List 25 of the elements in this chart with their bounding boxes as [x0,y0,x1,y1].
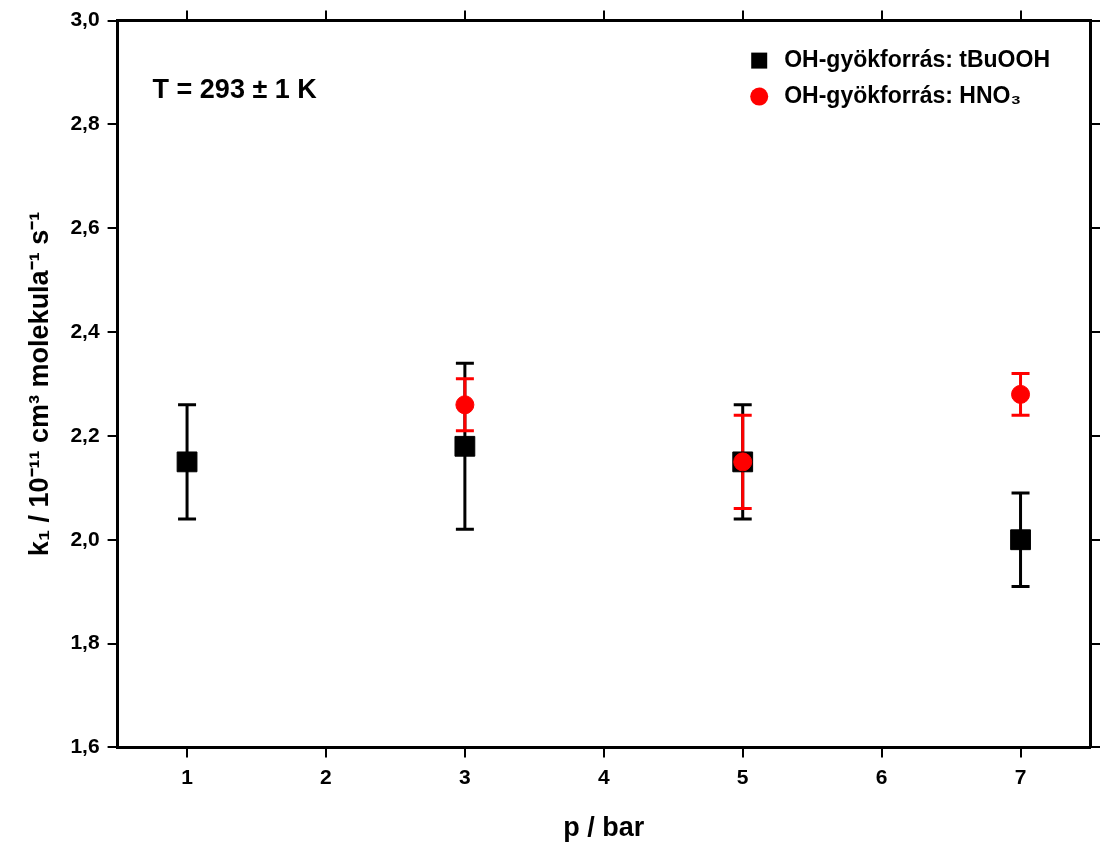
point [1011,384,1031,404]
legend-label: OH-gyökforrás: tBuOOH [784,45,1051,72]
y-tick-label: 2,4 [70,318,100,342]
x-tick-label: 5 [736,764,749,788]
point [454,435,476,457]
x-tick-label: 6 [875,764,888,788]
x-tick-label: 3 [459,764,471,788]
x-tick-label: 7 [1014,764,1027,788]
y-tick-label: 1,8 [70,630,100,654]
x-axis-title: p / bar [563,812,645,843]
y-tick-label: 2,8 [70,111,100,135]
y-tick-label: 2,0 [70,526,100,550]
y-tick-label: 2,6 [70,215,100,239]
legend-label: OH-gyökforrás: HNO₃ [784,81,1022,108]
x-tick-label: 2 [320,764,332,788]
y-axis-title: k₁ / 10⁻¹¹ cm³ molekula⁻¹ s⁻¹ [23,211,54,557]
x-tick-label: 4 [597,764,610,788]
point [176,451,198,473]
y-tick-label: 1,6 [70,734,100,758]
y-tick-label: 2,2 [70,422,100,446]
x-tick-label: 1 [181,764,194,788]
y-tick-label: 3,0 [70,7,100,31]
point [455,395,475,415]
point [1010,529,1031,551]
annotation: T = 293 ± 1 K [152,74,318,105]
